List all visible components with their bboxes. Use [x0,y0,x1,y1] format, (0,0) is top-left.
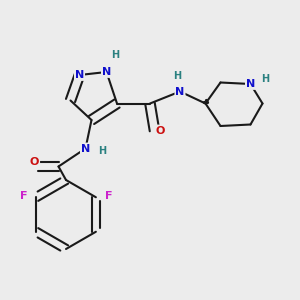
Text: N: N [75,70,84,80]
Text: O: O [30,157,39,167]
Text: N: N [176,86,184,97]
Text: H: H [261,74,270,85]
Text: N: N [246,79,255,89]
Text: N: N [102,67,111,77]
Text: F: F [20,191,27,201]
Text: N: N [81,143,90,154]
Text: H: H [173,71,181,81]
Text: F: F [105,191,112,201]
Text: H: H [111,50,120,61]
Text: H: H [98,146,106,157]
Text: O: O [155,125,165,136]
